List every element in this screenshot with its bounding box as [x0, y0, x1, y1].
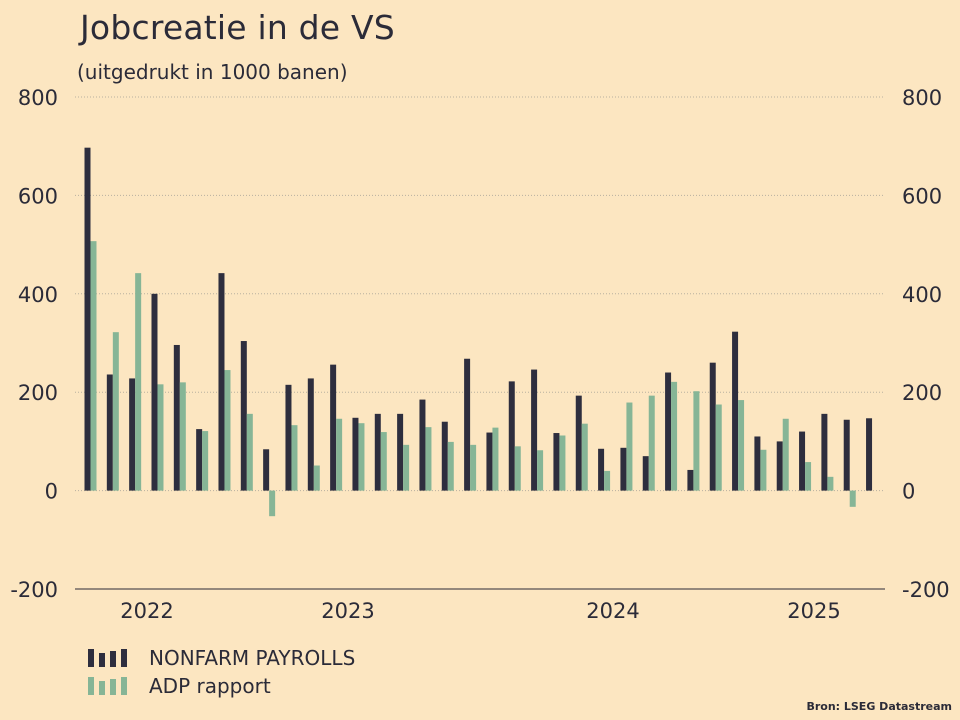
x-year-label: 2025: [787, 599, 840, 623]
bar-adp: [671, 381, 678, 491]
bar-adp: [738, 400, 745, 491]
x-year-label: 2024: [586, 599, 639, 623]
bar-nonfarm: [352, 417, 359, 491]
bar-nonfarm: [665, 372, 672, 491]
bar-nonfarm: [173, 344, 180, 491]
bar-nonfarm: [575, 395, 582, 491]
bar-adp: [559, 435, 566, 491]
bar-adp: [693, 391, 700, 491]
source-note: Bron: LSEG Datastream: [806, 700, 952, 713]
bar-nonfarm: [754, 436, 761, 491]
chart-title: Jobcreatie in de VS: [80, 8, 395, 47]
bar-adp: [358, 423, 365, 491]
bar-adp: [648, 395, 655, 491]
bar-adp: [782, 418, 789, 491]
bar-adp: [403, 444, 410, 491]
x-year-label: 2022: [120, 599, 173, 623]
bar-adp: [313, 465, 320, 491]
bar-nonfarm: [732, 331, 739, 491]
y-tick-label-right: -200: [902, 578, 950, 602]
bar-nonfarm: [330, 364, 337, 491]
y-tick-label-right: 400: [902, 283, 942, 307]
legend: NONFARM PAYROLLS ADP rapport: [88, 644, 355, 700]
bar-nonfarm: [441, 421, 448, 491]
bar-nonfarm: [486, 432, 493, 491]
legend-label-adp: ADP rapport: [149, 674, 271, 698]
bar-adp: [90, 241, 97, 491]
bar-adp: [626, 402, 633, 491]
chart-subtitle: (uitgedrukt in 1000 banen): [77, 60, 348, 84]
y-tick-label-right: 0: [902, 480, 915, 504]
bar-nonfarm: [620, 447, 627, 491]
bar-nonfarm: [709, 362, 716, 491]
bar-nonfarm: [553, 433, 560, 491]
y-tick-label-left: 0: [45, 480, 58, 504]
bar-adp: [157, 384, 164, 491]
bar-nonfarm: [508, 381, 515, 491]
y-tick-label-left: 600: [18, 184, 58, 208]
bar-nonfarm: [240, 341, 247, 491]
bar-adp: [425, 427, 432, 491]
bar-nonfarm: [151, 293, 158, 491]
y-tick-label-left: 200: [18, 381, 58, 405]
bar-nonfarm: [218, 273, 225, 491]
bar-adp: [492, 427, 499, 491]
bar-nonfarm: [129, 378, 136, 491]
y-tick-label-right: 600: [902, 184, 942, 208]
bar-nonfarm: [419, 399, 426, 491]
bar-chart: 800 800 600 600 400 400 200 200 0 0 -200 -200 2022 20…: [10, 86, 950, 623]
bar-adp: [514, 446, 521, 491]
bar-adp: [291, 425, 298, 491]
bar-nonfarm: [843, 419, 850, 491]
bar-adp: [269, 490, 276, 517]
bar-nonfarm: [464, 358, 471, 491]
bar-adp: [224, 370, 231, 491]
bar-nonfarm: [799, 431, 806, 491]
bar-nonfarm: [866, 418, 873, 491]
y-tick-label-right: 200: [902, 381, 942, 405]
bars-icon: [88, 677, 134, 695]
bar-nonfarm: [776, 441, 783, 491]
bar-nonfarm: [307, 378, 314, 491]
bar-adp: [470, 444, 477, 491]
bar-nonfarm: [84, 147, 91, 491]
bar-nonfarm: [531, 369, 538, 491]
bar-nonfarm: [821, 413, 828, 491]
y-tick-label-right: 800: [902, 86, 942, 110]
x-year-label: 2023: [321, 599, 374, 623]
bar-nonfarm: [106, 374, 113, 491]
bar-adp: [604, 470, 611, 491]
bar-adp: [715, 404, 722, 491]
bar-nonfarm: [196, 429, 203, 491]
bar-adp: [581, 423, 588, 491]
bar-adp: [380, 432, 387, 491]
bar-nonfarm: [285, 384, 292, 491]
y-tick-label-left: -200: [10, 578, 58, 602]
bar-adp: [447, 441, 454, 491]
bar-nonfarm: [598, 448, 605, 491]
legend-item-adp: ADP rapport: [88, 672, 355, 700]
bar-adp: [202, 431, 209, 491]
bar-nonfarm: [374, 413, 381, 491]
bar-adp: [827, 476, 834, 491]
bar-nonfarm: [687, 469, 694, 491]
bar-nonfarm: [263, 449, 270, 491]
bar-adp: [179, 382, 186, 491]
legend-label-nonfarm: NONFARM PAYROLLS: [149, 646, 356, 670]
bar-nonfarm: [642, 456, 649, 491]
y-tick-label-left: 400: [18, 283, 58, 307]
legend-item-nonfarm: NONFARM PAYROLLS: [88, 644, 355, 672]
bar-adp: [849, 490, 856, 507]
bar-adp: [760, 449, 767, 491]
bar-adp: [805, 462, 812, 491]
bar-adp: [537, 450, 544, 491]
bar-adp: [336, 418, 343, 491]
bars-icon: [88, 649, 134, 667]
y-tick-label-left: 800: [18, 86, 58, 110]
bar-nonfarm: [397, 413, 404, 491]
bar-adp: [246, 413, 253, 491]
bar-adp: [112, 332, 119, 491]
bar-adp: [135, 273, 142, 491]
